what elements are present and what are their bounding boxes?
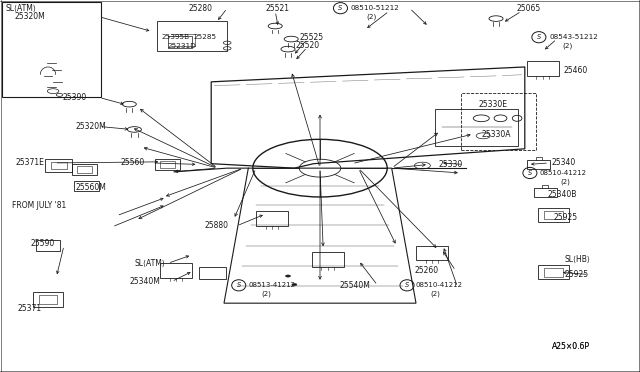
Text: 25525: 25525 bbox=[300, 33, 324, 42]
Bar bbox=[545, 268, 563, 276]
Text: S: S bbox=[339, 5, 342, 11]
Text: 25320M: 25320M bbox=[14, 12, 45, 21]
Text: 25371E: 25371E bbox=[15, 158, 44, 167]
Text: 25320M: 25320M bbox=[76, 122, 106, 131]
Text: 25330E: 25330E bbox=[479, 100, 508, 109]
Text: A25×0.6P: A25×0.6P bbox=[552, 342, 589, 351]
Bar bbox=[45, 159, 72, 172]
Text: 25330A: 25330A bbox=[481, 130, 511, 139]
Text: 25521: 25521 bbox=[266, 4, 289, 13]
Bar bbox=[77, 166, 92, 173]
Text: 25390: 25390 bbox=[63, 93, 87, 102]
Text: (2): (2) bbox=[366, 13, 376, 20]
Text: 25560M: 25560M bbox=[76, 183, 106, 192]
Text: S: S bbox=[537, 34, 541, 40]
Text: 25560: 25560 bbox=[120, 158, 145, 167]
Text: S: S bbox=[405, 282, 409, 288]
Bar bbox=[39, 295, 57, 304]
Bar bbox=[160, 161, 175, 168]
Text: 25065: 25065 bbox=[516, 4, 541, 13]
Bar bbox=[538, 208, 569, 222]
Bar bbox=[416, 246, 448, 260]
Text: 25460: 25460 bbox=[563, 66, 588, 75]
Bar bbox=[538, 265, 569, 279]
Text: 25395B: 25395B bbox=[161, 34, 189, 40]
Text: 25880: 25880 bbox=[205, 221, 229, 230]
Text: 25520: 25520 bbox=[296, 41, 320, 50]
Bar bbox=[534, 188, 557, 197]
Ellipse shape bbox=[292, 283, 297, 286]
Text: 25925: 25925 bbox=[564, 270, 589, 279]
Bar bbox=[256, 211, 288, 226]
Bar bbox=[74, 181, 99, 191]
Text: 25285: 25285 bbox=[193, 34, 216, 40]
Text: 25340B: 25340B bbox=[547, 190, 577, 199]
Bar bbox=[527, 160, 550, 169]
Text: 08513-41212: 08513-41212 bbox=[248, 282, 295, 288]
Text: 25371: 25371 bbox=[18, 304, 42, 312]
Bar bbox=[545, 211, 563, 219]
Text: S: S bbox=[237, 282, 241, 288]
Bar bbox=[160, 263, 192, 278]
Text: SL⟨ATM⟩: SL⟨ATM⟩ bbox=[134, 259, 165, 268]
Ellipse shape bbox=[285, 275, 291, 277]
Text: 25280: 25280 bbox=[189, 4, 212, 13]
Bar bbox=[33, 292, 63, 307]
Bar bbox=[527, 61, 559, 76]
Text: 25231D: 25231D bbox=[167, 43, 196, 49]
Text: 25330: 25330 bbox=[438, 160, 463, 169]
Text: 08543-51212: 08543-51212 bbox=[549, 34, 598, 40]
Text: 25340M: 25340M bbox=[130, 277, 161, 286]
Bar bbox=[155, 159, 180, 170]
Text: 25590: 25590 bbox=[31, 239, 55, 248]
Text: S: S bbox=[528, 170, 532, 176]
Text: 25540M: 25540M bbox=[339, 281, 370, 290]
Text: (2): (2) bbox=[261, 291, 271, 297]
Text: 08510-51212: 08510-51212 bbox=[351, 5, 399, 11]
Text: 25925: 25925 bbox=[554, 213, 578, 222]
Text: 08510-41212: 08510-41212 bbox=[416, 282, 463, 288]
Bar bbox=[2, 2, 101, 97]
Bar bbox=[312, 252, 344, 267]
Bar bbox=[461, 93, 536, 150]
Text: SL⟨ATM⟩: SL⟨ATM⟩ bbox=[5, 4, 36, 13]
Bar bbox=[435, 109, 518, 146]
Text: FROM JULY '81: FROM JULY '81 bbox=[12, 201, 66, 210]
Text: 08510-41212: 08510-41212 bbox=[540, 170, 586, 176]
Text: (2): (2) bbox=[562, 42, 572, 49]
Text: 25340: 25340 bbox=[552, 158, 576, 167]
Text: SL⟨HB⟩: SL⟨HB⟩ bbox=[564, 255, 590, 264]
Text: 25260: 25260 bbox=[415, 266, 439, 275]
Bar bbox=[157, 21, 227, 51]
Bar bbox=[199, 267, 226, 279]
Bar bbox=[36, 240, 60, 251]
Text: (2): (2) bbox=[430, 291, 440, 297]
Text: A25×0.6P: A25×0.6P bbox=[552, 342, 589, 351]
Bar bbox=[72, 164, 97, 175]
Text: (2): (2) bbox=[561, 178, 570, 185]
Bar bbox=[51, 161, 67, 169]
